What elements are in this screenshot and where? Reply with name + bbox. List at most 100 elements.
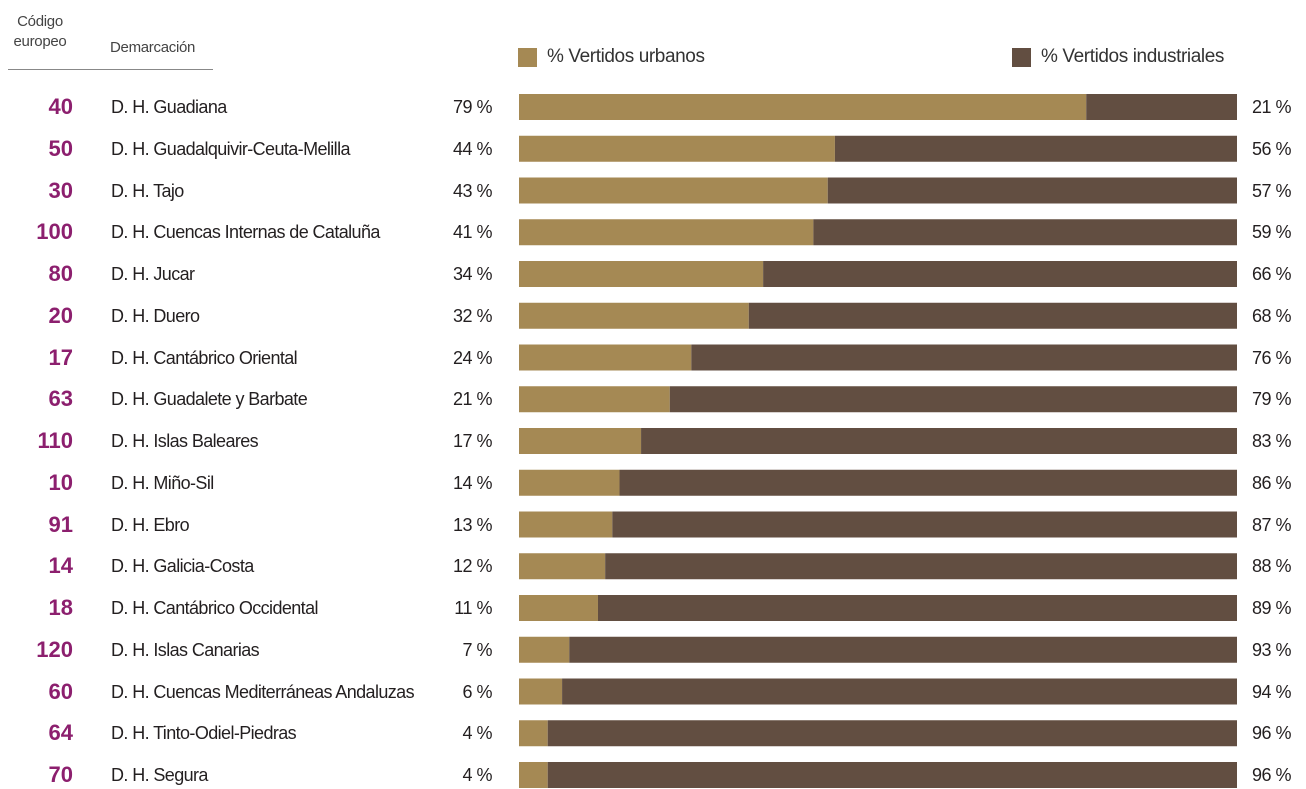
codigo-europeo-value: 14 — [48, 553, 73, 579]
bar-industriales — [813, 219, 1237, 246]
codigo-europeo-value: 17 — [48, 344, 73, 370]
bar-industriales — [605, 553, 1237, 580]
header-codigo-europeo: Código europeo — [8, 12, 72, 52]
demarcacion-name: D. H. Islas Canarias — [111, 639, 260, 660]
bar-urbanos — [519, 261, 764, 287]
urbanos-data-label: 34 % — [452, 264, 493, 284]
bar-urbanos — [519, 595, 598, 621]
codigo-europeo-value: 91 — [48, 511, 73, 537]
demarcacion-name: D. H. Cuencas Mediterráneas Andaluzas — [111, 681, 415, 702]
codigo-europeo-value: 70 — [48, 762, 73, 787]
codigo-europeo-value: 110 — [37, 428, 74, 453]
industriales-data-label: 56 % — [1252, 138, 1292, 159]
industriales-data-label: 96 % — [1252, 723, 1292, 744]
demarcacion-name: D. H. Duero — [111, 305, 200, 326]
urbanos-data-label: 7 % — [462, 639, 492, 660]
bar-urbanos — [519, 219, 814, 246]
bar-industriales — [669, 386, 1237, 413]
urbanos-data-label: 17 % — [452, 431, 493, 451]
chart-row: 60 D. H. Cuencas Mediterráneas Andaluzas 6… — [0, 679, 1306, 705]
industriales-data-label: 86 % — [1252, 472, 1292, 493]
codigo-europeo-value: 10 — [48, 469, 73, 495]
chart-row: 30 D. H. Tajo 43 % 57 % — [0, 178, 1306, 204]
demarcacion-name: D. H. Jucar — [111, 264, 195, 284]
header-codigo-line1: Código — [17, 13, 63, 30]
urbanos-data-label: 41 % — [452, 222, 493, 243]
bar-urbanos — [519, 678, 563, 705]
demarcacion-name: D. H. Guadalete y Barbate — [111, 389, 308, 410]
chart-row: 110 D. H. Islas Baleares 17 % 83 % — [0, 428, 1306, 454]
bar-industriales — [597, 595, 1237, 621]
chart-row: 91 D. H. Ebro 13 % 87 % — [0, 512, 1306, 538]
urbanos-data-label: 4 % — [462, 765, 492, 785]
industriales-data-label: 89 % — [1252, 598, 1292, 618]
demarcacion-name: D. H. Galicia-Costa — [111, 556, 254, 577]
codigo-europeo-value: 50 — [48, 135, 73, 161]
demarcacion-name: D. H. Cantábrico Occidental — [111, 598, 319, 618]
bar-industriales — [763, 261, 1237, 287]
chart-row: 100 D. H. Cuencas Internas de Cataluña 41 … — [0, 219, 1306, 245]
bar-industriales — [691, 344, 1237, 371]
chart-row: 18 D. H. Cantábrico Occidental 11 % 89 % — [0, 595, 1306, 621]
urbanos-data-label: 32 % — [452, 305, 493, 326]
bar-urbanos — [519, 553, 606, 580]
industriales-data-label: 68 % — [1252, 305, 1292, 326]
bar-industriales — [1086, 94, 1237, 120]
urbanos-data-label: 44 % — [452, 138, 493, 159]
codigo-europeo-value: 30 — [48, 177, 73, 203]
bar-urbanos — [519, 94, 1087, 120]
chart-row: 50 D. H. Guadalquivir-Ceuta-Melilla 44 % 56… — [0, 136, 1306, 162]
urbanos-data-label: 79 % — [452, 97, 493, 117]
chart-row: 80 D. H. Jucar 34 % 66 % — [0, 261, 1306, 287]
industriales-data-label: 83 % — [1252, 431, 1292, 451]
bar-industriales — [562, 678, 1237, 705]
bar-industriales — [748, 302, 1237, 329]
industriales-data-label: 57 % — [1252, 180, 1292, 201]
legend-label-industriales: % Vertidos industriales — [1041, 46, 1225, 67]
header-codigo-line2: europeo — [13, 33, 67, 50]
industriales-data-label: 59 % — [1252, 222, 1292, 243]
industriales-data-label: 21 % — [1252, 97, 1292, 117]
demarcacion-name: D. H. Guadiana — [111, 97, 227, 117]
bar-industriales — [569, 636, 1237, 663]
urbanos-data-label: 11 % — [454, 598, 492, 618]
urbanos-data-label: 4 % — [462, 723, 492, 744]
industriales-data-label: 88 % — [1252, 556, 1292, 577]
codigo-europeo-value: 20 — [48, 302, 73, 328]
demarcacion-name: D. H. Tinto-Odiel-Piedras — [111, 723, 297, 744]
codigo-europeo-value: 18 — [48, 595, 73, 620]
industriales-data-label: 96 % — [1252, 765, 1292, 785]
demarcacion-name: D. H. Ebro — [111, 514, 190, 535]
bar-urbanos — [519, 762, 548, 788]
demarcacion-name: D. H. Cantábrico Oriental — [111, 347, 298, 368]
codigo-europeo-value: 64 — [48, 720, 73, 746]
legend-swatch-urbanos — [518, 47, 537, 67]
codigo-europeo-value: 80 — [48, 261, 73, 286]
header-demarcacion: Demarcación — [110, 39, 196, 56]
demarcacion-name: D. H. Cuencas Internas de Cataluña — [111, 222, 380, 243]
bar-industriales — [827, 177, 1237, 204]
codigo-europeo-value: 120 — [36, 636, 73, 662]
header-divider — [8, 69, 213, 70]
bar-industriales — [547, 720, 1237, 747]
urbanos-data-label: 24 % — [452, 347, 493, 368]
bar-industriales — [547, 762, 1237, 788]
bar-urbanos — [519, 386, 670, 413]
demarcacion-name: D. H. Tajo — [111, 180, 184, 201]
chart-row: 17 D. H. Cantábrico Oriental 24 % 76 % — [0, 345, 1306, 371]
codigo-europeo-value: 40 — [48, 94, 73, 119]
chart-row: 20 D. H. Duero 32 % 68 % — [0, 303, 1306, 329]
bar-urbanos — [519, 302, 749, 329]
industriales-data-label: 76 % — [1252, 347, 1292, 368]
bar-industriales — [619, 469, 1237, 496]
legend-label-urbanos: % Vertidos urbanos — [547, 46, 705, 67]
chart-row: 120 D. H. Islas Canarias 7 % 93 % — [0, 637, 1306, 663]
bar-urbanos — [519, 135, 835, 162]
bar-urbanos — [519, 344, 692, 371]
urbanos-data-label: 6 % — [462, 681, 492, 702]
legend-swatch-industriales — [1012, 47, 1031, 67]
bar-urbanos — [519, 469, 620, 496]
codigo-europeo-value: 100 — [36, 219, 73, 245]
legend-item-urbanos: % Vertidos urbanos — [518, 46, 705, 68]
